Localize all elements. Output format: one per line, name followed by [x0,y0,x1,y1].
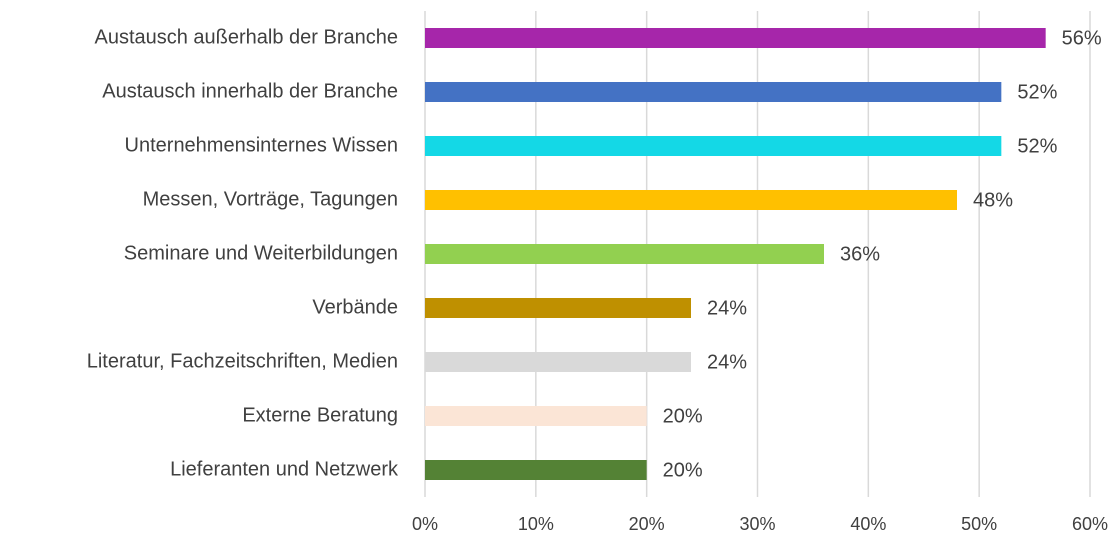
data-label: 48% [973,189,1013,211]
data-label: 20% [663,405,703,427]
bar [425,352,691,372]
bar [425,460,647,480]
y-tick-label: Messen, Vorträge, Tagungen [143,188,398,210]
bar [425,298,691,318]
x-tick-label: 10% [518,514,554,534]
bar [425,406,647,426]
y-tick-label: Seminare und Weiterbildungen [124,242,398,264]
x-tick-label: 50% [961,514,997,534]
bar [425,28,1046,48]
data-label: 36% [840,243,880,265]
y-tick-label: Austausch außerhalb der Branche [94,26,398,48]
x-tick-label: 30% [739,514,775,534]
data-label: 20% [663,459,703,481]
bar [425,136,1002,156]
x-tick-label: 60% [1072,514,1108,534]
y-tick-label: Verbände [312,296,398,318]
y-tick-label: Externe Beratung [242,404,398,426]
data-label: 24% [707,297,747,319]
x-tick-label: 0% [412,514,438,534]
bar [425,190,957,210]
x-tick-label: 40% [850,514,886,534]
data-label: 56% [1062,27,1102,49]
y-tick-label: Literatur, Fachzeitschriften, Medien [87,350,398,372]
y-tick-label: Unternehmensinternes Wissen [125,134,398,156]
bar [425,244,824,264]
bar [425,82,1002,102]
y-tick-label: Lieferanten und Netzwerk [170,458,399,480]
x-tick-label: 20% [629,514,665,534]
y-tick-label: Austausch innerhalb der Branche [102,80,398,102]
data-label: 52% [1017,135,1057,157]
data-label: 24% [707,351,747,373]
data-label: 52% [1017,81,1057,103]
